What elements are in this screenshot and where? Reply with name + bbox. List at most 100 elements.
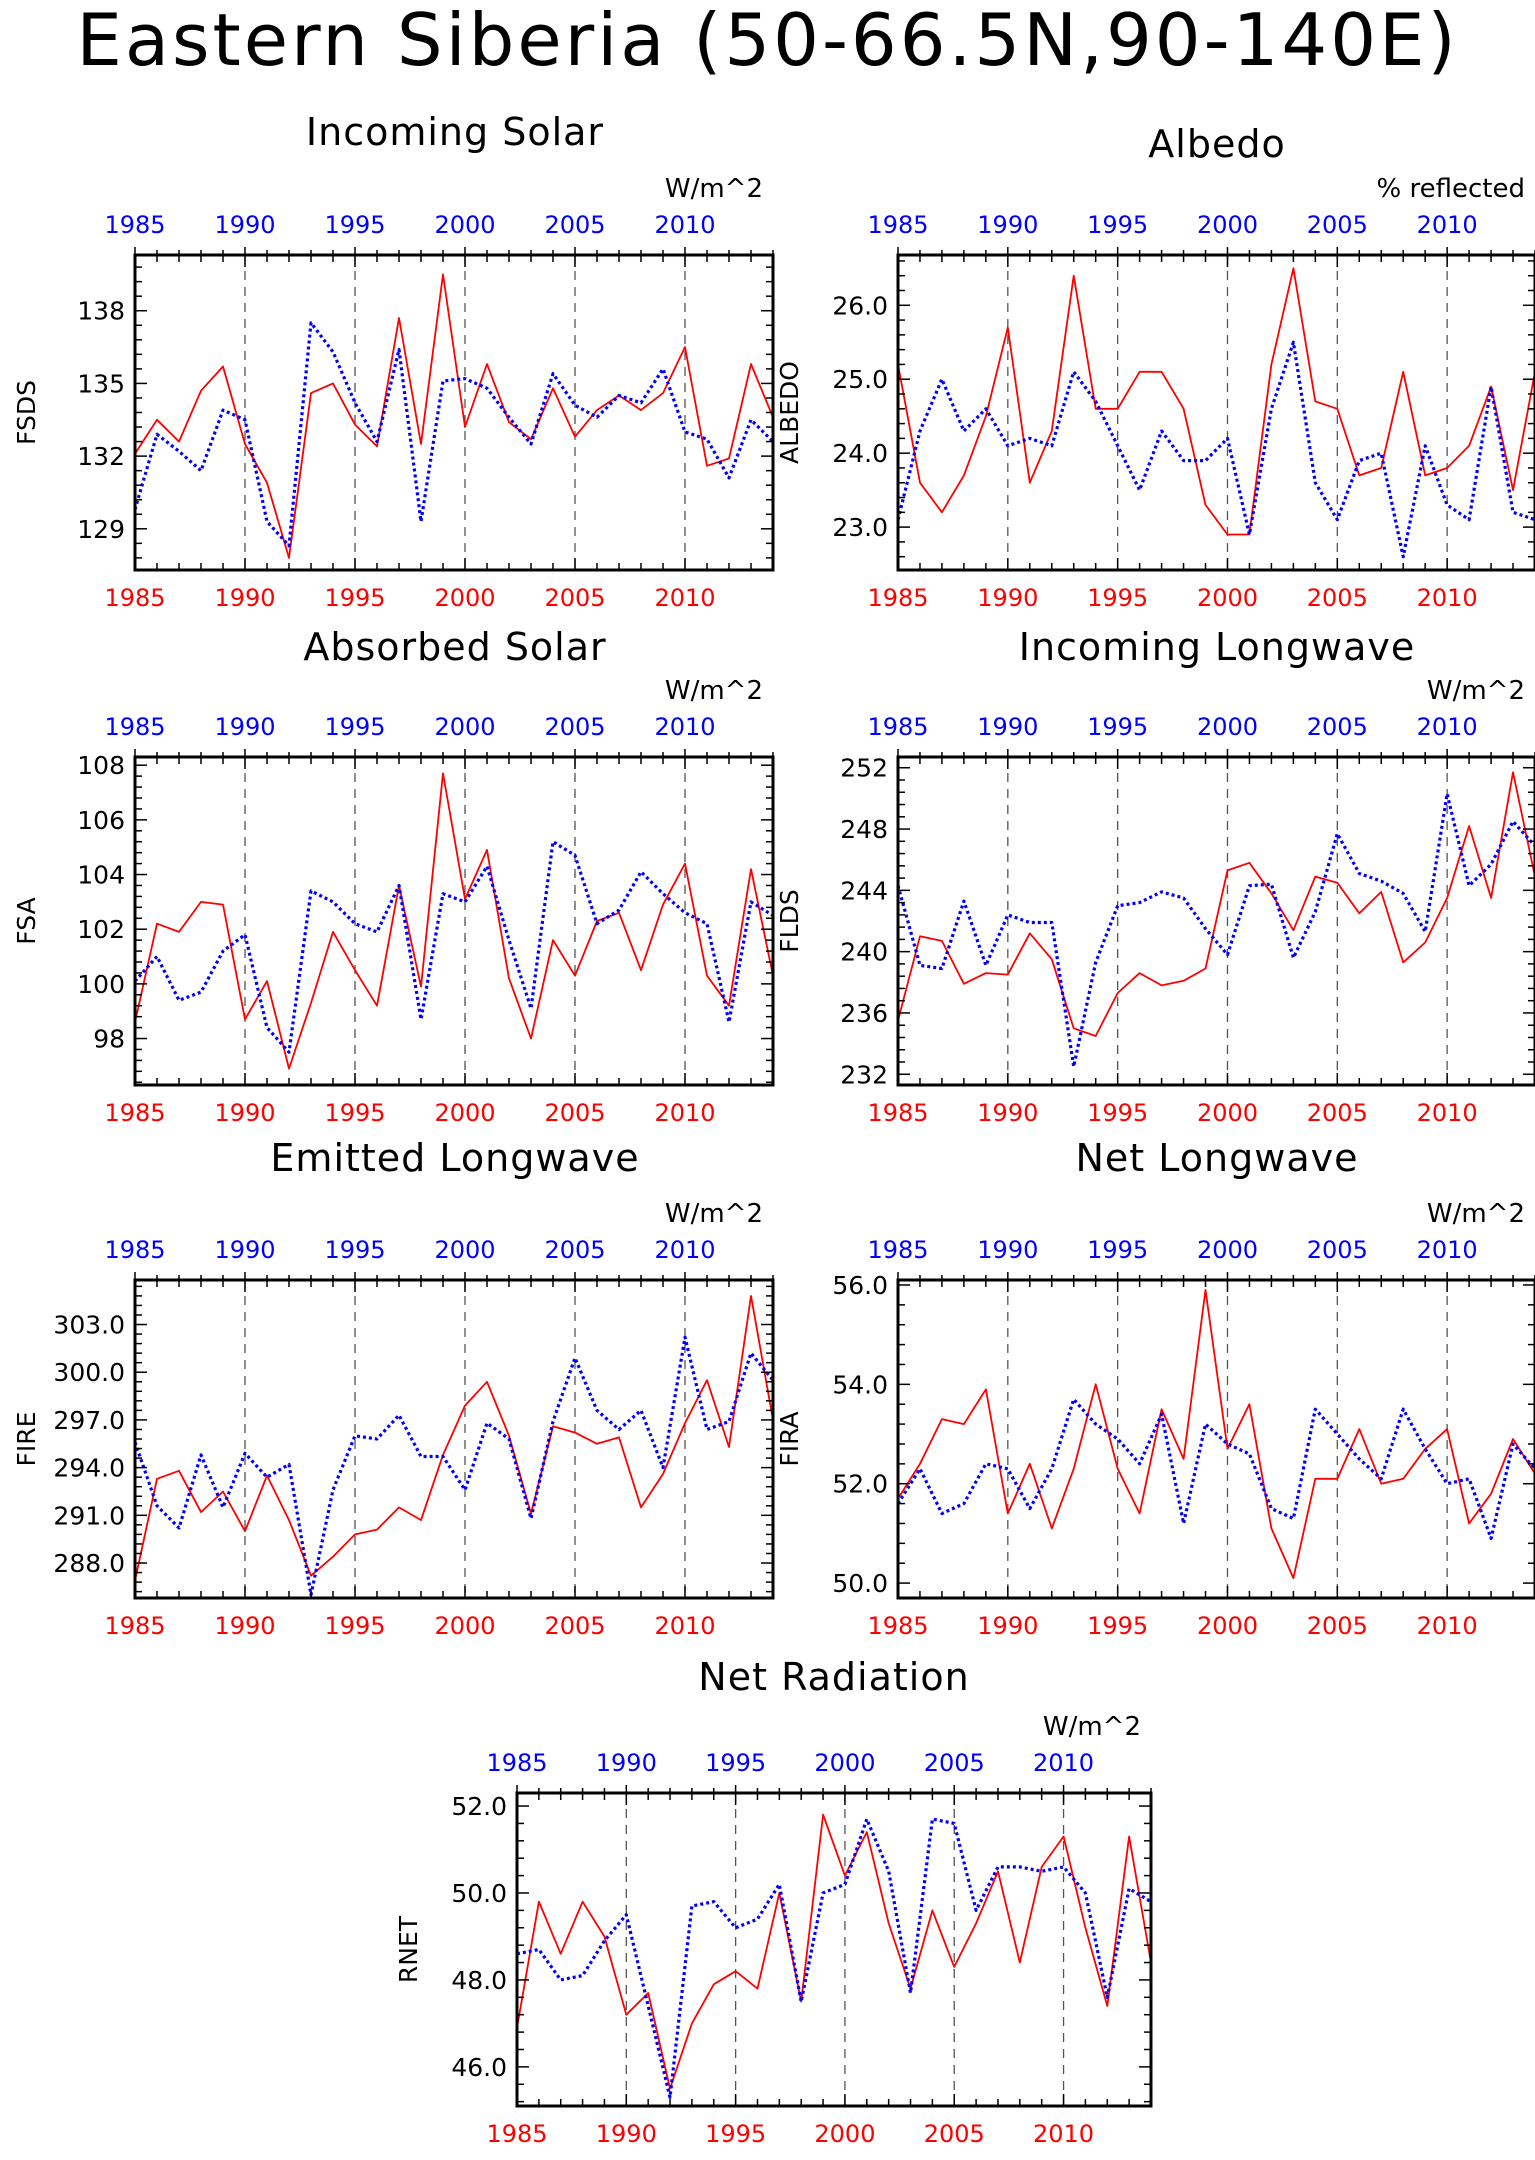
y-tick-label: 300.0 [53,1358,125,1387]
series-line-solid [897,1289,1535,1579]
x-tick-label-top: 2005 [1307,713,1368,741]
x-tick-label-top: 1990 [214,713,275,741]
x-tick-label-bottom: 1990 [977,1612,1038,1640]
x-tick-label-bottom: 2010 [654,1099,715,1127]
units-label: W/m^2 [665,174,763,204]
x-tick-label-bottom: 2010 [1417,1612,1478,1640]
chart-title: Incoming Solar [306,110,604,154]
y-axis-label: FIRA [775,1411,804,1466]
x-tick-label-bottom: 1995 [1087,1612,1148,1640]
x-tick-label-top: 1995 [324,713,385,741]
y-tick-label: 138 [77,297,125,326]
plot-frame [896,755,1535,1087]
x-tick-label-bottom: 1990 [977,584,1038,612]
y-tick-label: 108 [77,751,125,780]
x-tick-label-bottom: 2005 [924,2120,985,2148]
plot-frame [515,1791,1153,2108]
x-tick-label-top: 2005 [544,211,605,239]
y-tick-label: 303.0 [53,1311,125,1340]
y-axis-label: ALBEDO [775,361,804,464]
y-tick-label: 52.0 [832,1470,888,1499]
x-tick-label-bottom: 2000 [434,1612,495,1640]
x-tick-label-top: 2010 [1417,211,1478,239]
x-tick-label-bottom: 1985 [867,1099,928,1127]
x-tick-label-top: 1995 [1087,1236,1148,1264]
series-line-solid [516,1813,1152,2090]
chart-title: Net Longwave [1076,1136,1359,1180]
x-tick-label-top: 2010 [654,713,715,741]
x-tick-label-bottom: 2000 [1197,1099,1258,1127]
y-tick-label: 52.0 [451,1792,507,1821]
x-tick-label-top: 2000 [1197,713,1258,741]
x-tick-label-top: 1985 [104,211,165,239]
y-tick-label: 252 [840,754,888,783]
x-tick-label-bottom: 1995 [1087,1099,1148,1127]
x-tick-label-bottom: 1985 [104,1099,165,1127]
x-tick-label-bottom: 1995 [324,584,385,612]
x-tick-label-bottom: 1985 [867,584,928,612]
y-tick-label: 46.0 [451,2053,507,2082]
x-tick-label-top: 2000 [1197,211,1258,239]
y-axis-label: FSDS [12,380,41,445]
x-tick-label-top: 1990 [214,211,275,239]
series-line-solid [897,771,1535,1037]
y-tick-label: 26.0 [832,291,888,320]
x-tick-label-top: 1985 [867,713,928,741]
x-tick-label-bottom: 2005 [1307,584,1368,612]
x-tick-label-bottom: 2010 [1417,1099,1478,1127]
y-tick-label: 104 [77,861,125,890]
series-line-solid [134,1295,774,1581]
x-tick-label-top: 2000 [434,211,495,239]
y-tick-label: 232 [840,1060,888,1089]
chart-title: Net Radiation [698,1655,969,1699]
x-tick-label-top: 1985 [104,713,165,741]
plot-frame [896,253,1535,572]
x-tick-label-bottom: 2005 [544,1099,605,1127]
units-label: % reflected [1377,174,1525,204]
series-line-dotted [896,1397,1535,1541]
x-tick-label-top: 1990 [596,1749,657,1777]
x-tick-label-bottom: 2000 [434,1099,495,1127]
y-axis-label: FLDS [775,889,804,952]
x-tick-label-bottom: 2005 [1307,1099,1368,1127]
series-line-dotted [896,340,1535,559]
x-tick-label-bottom: 1990 [977,1099,1038,1127]
x-tick-label-top: 2010 [1033,1749,1094,1777]
x-tick-label-top: 1985 [104,1236,165,1264]
chart-title: Emitted Longwave [270,1136,639,1180]
y-tick-label: 236 [840,999,888,1028]
x-tick-label-top: 1990 [977,211,1038,239]
x-tick-label-bottom: 1985 [486,2120,547,2148]
x-tick-label-bottom: 2000 [434,584,495,612]
y-tick-label: 106 [77,806,125,835]
x-tick-label-bottom: 2010 [1417,584,1478,612]
units-label: W/m^2 [665,676,763,706]
x-tick-label-top: 1995 [705,1749,766,1777]
x-tick-label-bottom: 1990 [596,2120,657,2148]
x-tick-label-top: 2005 [924,1749,985,1777]
y-axis-label: FSA [12,897,41,944]
x-tick-label-bottom: 2000 [1197,584,1258,612]
x-tick-label-top: 1985 [486,1749,547,1777]
x-tick-label-bottom: 2000 [814,2120,875,2148]
chart-title: Absorbed Solar [303,625,606,669]
series-line-solid [134,273,774,559]
x-tick-label-bottom: 2010 [1033,2120,1094,2148]
y-axis-label: RNET [394,1915,423,1983]
series-line-dotted [133,840,774,1054]
x-tick-label-bottom: 1985 [104,584,165,612]
x-tick-label-bottom: 1985 [867,1612,928,1640]
page-title: Eastern Siberia (50-66.5N,90-140E) [76,0,1459,82]
y-tick-label: 50.0 [451,1879,507,1908]
series-line-solid [897,267,1535,536]
x-tick-label-top: 1995 [324,1236,385,1264]
y-axis-label: FIRE [12,1412,41,1467]
y-tick-label: 248 [840,815,888,844]
x-tick-label-bottom: 1995 [324,1099,385,1127]
x-tick-label-top: 2000 [434,713,495,741]
